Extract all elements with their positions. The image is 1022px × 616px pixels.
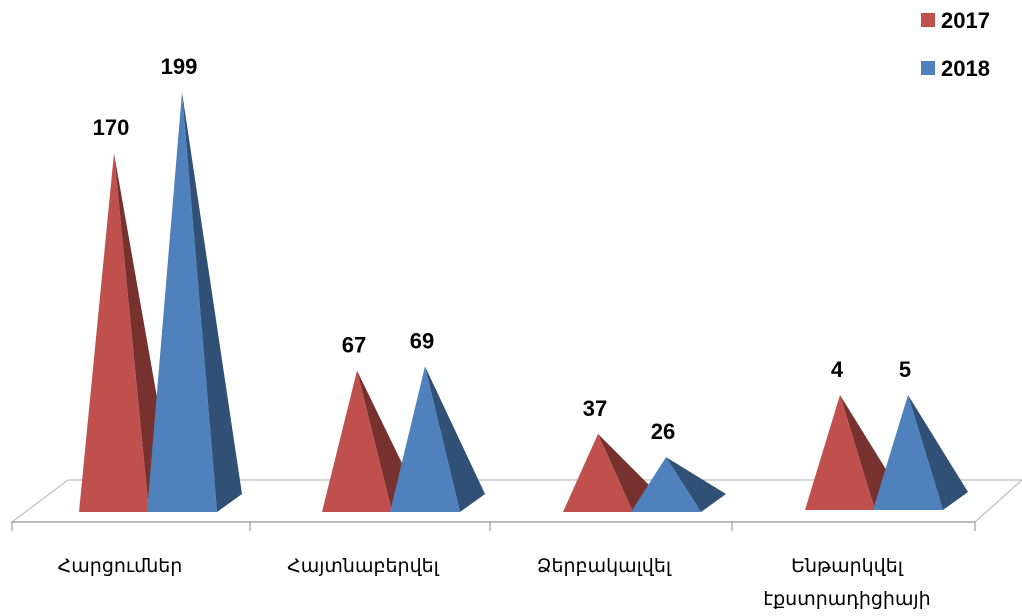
chart-floor: [10, 479, 1022, 531]
data-label-2017-3: 4: [831, 357, 844, 382]
category-label-2-0: Ձերբակալվել: [537, 555, 672, 577]
category-label-3-0: Ենթարկվել: [791, 555, 904, 577]
data-label-2018-3: 5: [899, 357, 911, 382]
data-label-2017-2: 37: [583, 396, 607, 421]
data-label-2018-2: 26: [651, 419, 675, 444]
legend-swatch-2018: [921, 61, 935, 75]
category-label-1-0: Հայտնաբերվել: [287, 555, 440, 577]
pyramid-2018-3: [873, 395, 943, 510]
data-label-2018-1: 69: [410, 328, 434, 353]
pyramid-side-2018-0: [182, 92, 242, 512]
pyramid-2017-1: [322, 370, 392, 512]
pyramid-side-2018-1: [425, 366, 485, 512]
pyramid-2017-2: [563, 433, 633, 512]
pyramid-2017-0: [79, 153, 149, 512]
pyramid-side-2017-2: [598, 433, 658, 512]
pyramid-side-2018-3: [908, 395, 968, 510]
legend-label-2017: 2017: [941, 8, 990, 33]
legend-label-2018: 2018: [941, 56, 990, 81]
pyramid-side-2018-2: [666, 457, 726, 512]
chart-marks: [79, 92, 968, 512]
pyramid-2018-1: [390, 366, 460, 512]
data-label-2018-0: 199: [161, 54, 198, 79]
legend-swatch-2017: [921, 13, 935, 27]
data-label-2017-0: 170: [93, 115, 130, 140]
pyramid-2017-3: [805, 395, 875, 510]
legend: 2017 2018: [921, 8, 990, 81]
pyramid-2018-0: [147, 92, 217, 512]
pyramid-2018-2: [631, 457, 701, 512]
chart-labels: 170 199 Հարցումներ 67 69 Հայտնաբերվել 37 26 Ձերբ…: [58, 54, 931, 610]
data-label-2017-1: 67: [342, 333, 366, 358]
category-label-3-1: էքստրադիցիայի: [763, 588, 930, 610]
category-label-0-0: Հարցումներ: [58, 555, 183, 577]
